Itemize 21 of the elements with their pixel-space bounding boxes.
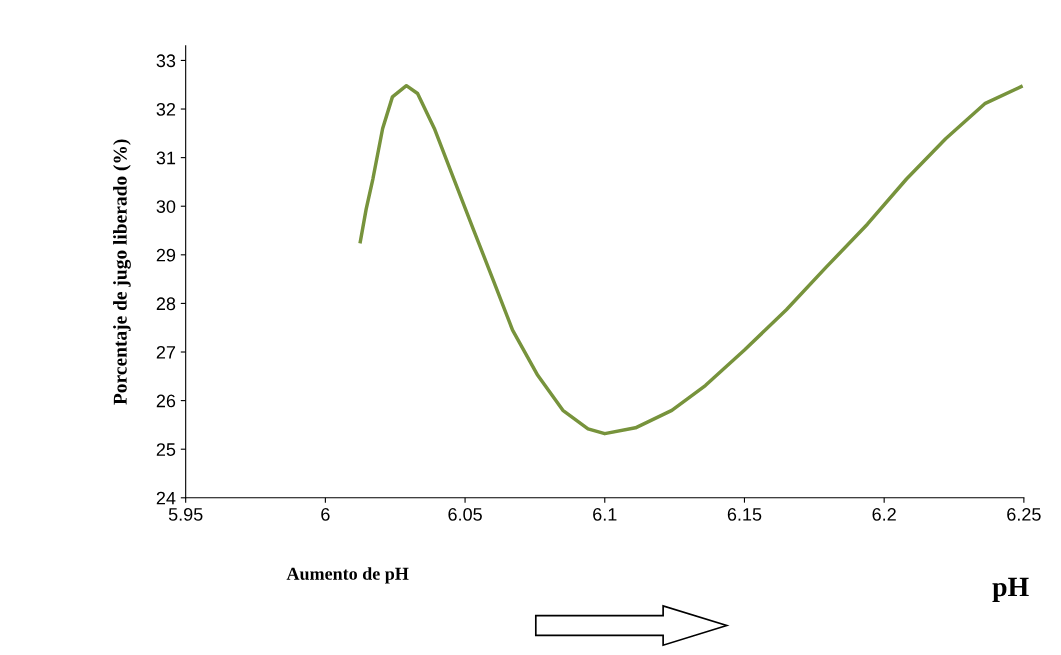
y-tick-label: 24: [156, 491, 176, 505]
x-tick-label: 6.15: [727, 508, 762, 521]
y-tick-label: 30: [156, 200, 176, 213]
y-tick-label: 33: [156, 54, 176, 68]
x-tick-label: 5.95: [168, 508, 203, 521]
y-tick-label: 26: [156, 394, 176, 408]
y-tick-label: 28: [156, 297, 176, 311]
x-tick-label: 6.25: [1007, 508, 1041, 521]
y-axis-title: Porcentaje de jugo liberado (%): [113, 139, 131, 405]
y-tick-label: 29: [156, 248, 176, 262]
y-tick-label: 31: [156, 151, 176, 165]
x-tick-label: 6.2: [872, 508, 896, 521]
x-tick-label: 6.1: [593, 508, 617, 521]
y-tick-label: 27: [156, 345, 176, 359]
x-axis-title: Aumento de pH: [286, 567, 409, 584]
x-tick-label: 6: [321, 508, 330, 521]
x-tick-label: 6.05: [448, 508, 482, 521]
y-tick-label: 25: [156, 443, 176, 456]
line-series: [358, 83, 1023, 436]
text: pH: [992, 577, 1029, 602]
y-tick-label: 32: [156, 102, 176, 116]
